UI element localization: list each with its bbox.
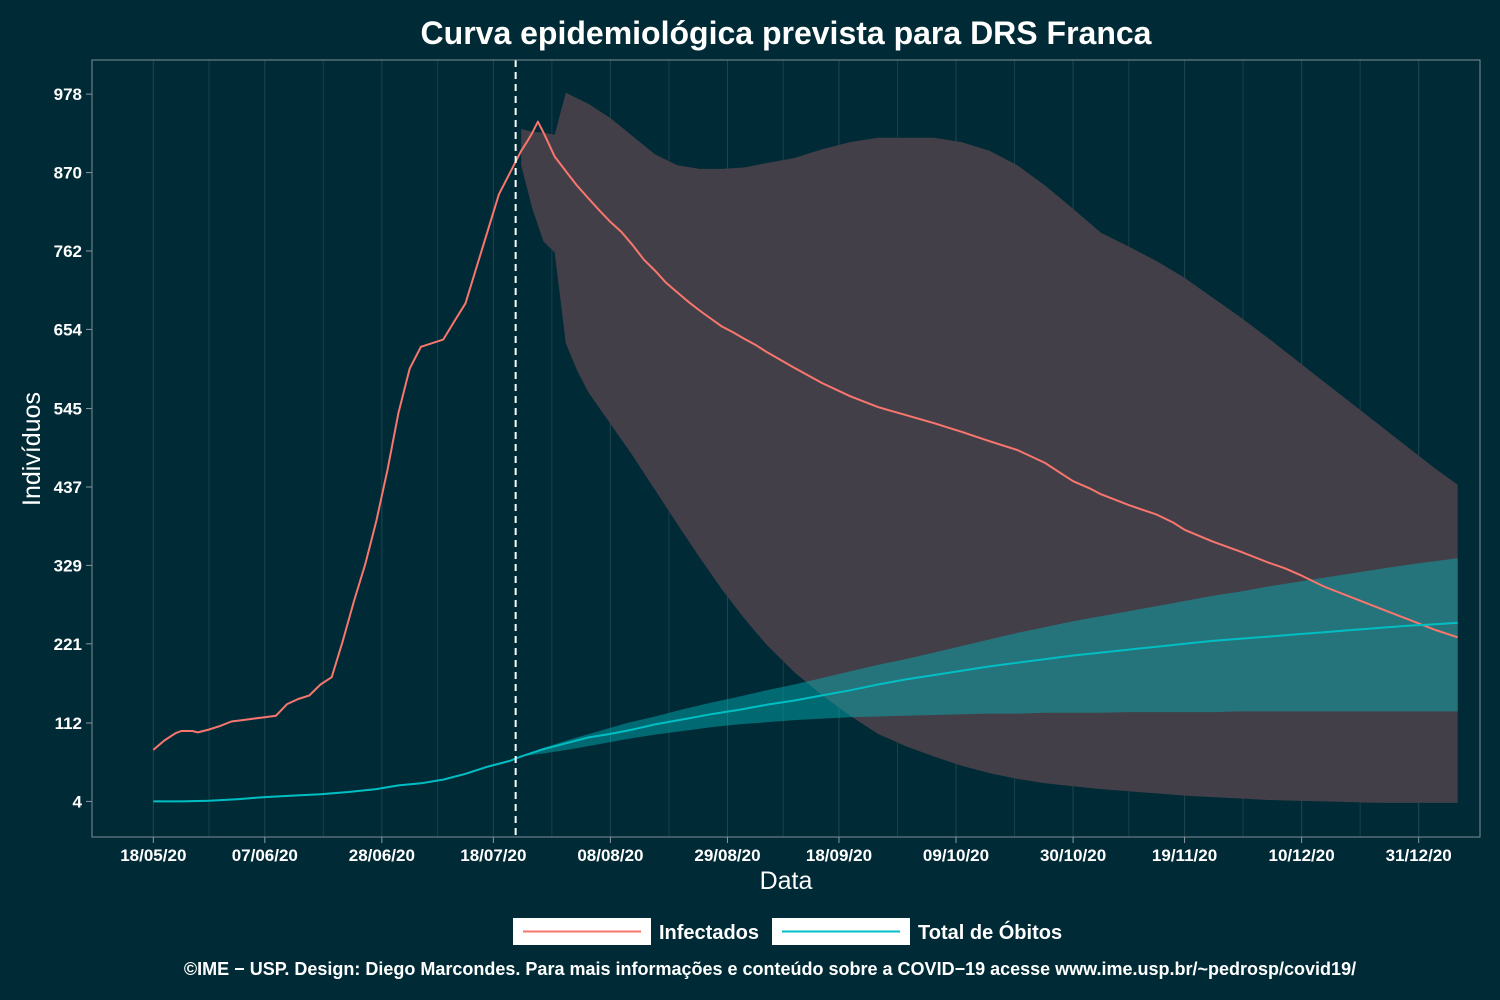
confidence-band-infectados (521, 92, 1458, 803)
y-tick-label: 4 (73, 792, 83, 811)
y-tick-label: 437 (54, 478, 82, 497)
y-tick-label: 221 (54, 635, 82, 654)
x-tick-label: 28/06/20 (349, 846, 415, 865)
series-line-infectados (152, 120, 1459, 751)
x-tick-label: 18/09/20 (806, 846, 872, 865)
y-tick-label: 978 (54, 85, 82, 104)
x-tick-label: 31/12/20 (1386, 846, 1452, 865)
y-tick-label: 762 (54, 242, 82, 261)
x-axis-title: Data (760, 867, 813, 895)
x-tick-label: 29/08/20 (694, 846, 760, 865)
legend-label-infectados: Infectados (659, 922, 759, 944)
plot-border (91, 59, 1481, 838)
x-tick-label: 18/07/20 (460, 846, 526, 865)
y-tick-label: 545 (54, 400, 82, 419)
x-tick-label: 18/05/20 (120, 846, 186, 865)
x-tick-label: 19/11/20 (1152, 846, 1217, 865)
y-tick-label: 870 (54, 164, 82, 183)
x-tick-label: 07/06/20 (232, 846, 298, 865)
series-line-obitos (153, 621, 1458, 803)
x-tick-label: 10/12/20 (1269, 846, 1335, 865)
y-tick-label: 329 (54, 556, 82, 575)
x-tick-label: 30/10/20 (1040, 846, 1106, 865)
x-tick-label: 08/08/20 (577, 846, 643, 865)
legend-label-obitos: Total de Óbitos (918, 920, 1062, 944)
caption: ©IME − USP. Design: Diego Marcondes. Par… (184, 959, 1356, 979)
chart-title: Curva epidemiológica prevista para DRS F… (421, 15, 1152, 51)
x-tick-label: 09/10/20 (923, 846, 989, 865)
y-tick-label: 112 (55, 714, 82, 733)
legend: Infectados Total de Óbitos (513, 918, 1062, 945)
line-layer (152, 60, 1459, 837)
axis-layer: 18/05/20 07/06/20 28/06/20 18/07/20 08/08/20… (54, 59, 1481, 865)
band-layer (521, 92, 1458, 803)
y-tick-label: 654 (54, 320, 83, 339)
y-axis-title: Indivíduos (18, 392, 46, 506)
